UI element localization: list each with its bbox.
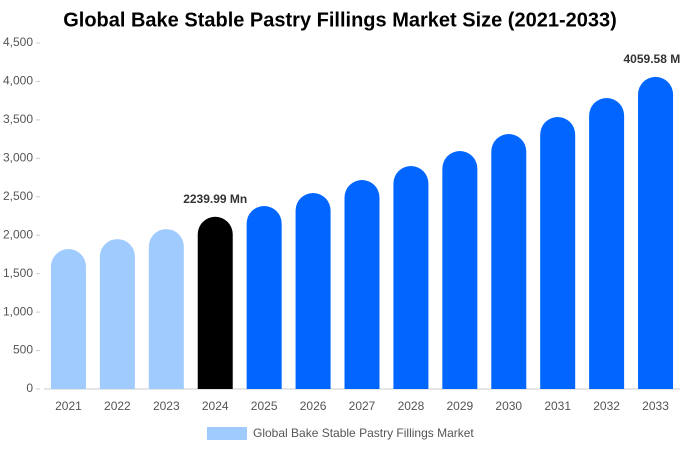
data-label: 2239.99 Mn	[183, 192, 247, 206]
bar	[589, 98, 625, 390]
bar	[295, 193, 331, 389]
bar	[148, 229, 184, 389]
y-tick-label: 4,500	[3, 35, 33, 49]
x-tick-label: 2021	[55, 399, 82, 413]
y-tick-label: 3,000	[3, 151, 33, 165]
bar	[246, 206, 282, 389]
legend-label: Global Bake Stable Pastry Fillings Marke…	[253, 426, 474, 440]
x-tick-label: 2032	[593, 399, 620, 413]
bar	[442, 151, 478, 389]
bar	[638, 76, 674, 389]
bar	[50, 249, 86, 389]
x-tick-label: 2030	[495, 399, 522, 413]
y-tick-label: 0	[26, 381, 33, 395]
x-tick-label: 2033	[642, 399, 669, 413]
x-tick-label: 2023	[153, 399, 180, 413]
bar	[540, 117, 576, 389]
y-tick-label: 500	[13, 343, 33, 357]
bar	[99, 239, 135, 389]
legend-swatch	[207, 427, 247, 440]
x-tick-label: 2025	[251, 399, 278, 413]
bar	[491, 134, 527, 389]
bar	[344, 180, 380, 389]
data-label: 4059.58 Mn	[624, 52, 680, 66]
x-tick-label: 2028	[398, 399, 425, 413]
x-tick-label: 2022	[104, 399, 131, 413]
y-tick-label: 1,500	[3, 266, 33, 280]
bar	[197, 216, 233, 389]
y-tick-label: 2,500	[3, 189, 33, 203]
y-tick-label: 3,500	[3, 112, 33, 126]
x-tick-label: 2024	[202, 399, 229, 413]
chart-title: Global Bake Stable Pastry Fillings Marke…	[63, 9, 617, 31]
y-tick-label: 1,000	[3, 304, 33, 318]
y-tick-label: 2,000	[3, 227, 33, 241]
y-tick-label: 4,000	[3, 74, 33, 88]
x-tick-label: 2026	[300, 399, 327, 413]
x-tick-label: 2029	[446, 399, 473, 413]
x-tick-label: 2031	[544, 399, 571, 413]
x-tick-label: 2027	[349, 399, 376, 413]
bar	[393, 166, 429, 389]
